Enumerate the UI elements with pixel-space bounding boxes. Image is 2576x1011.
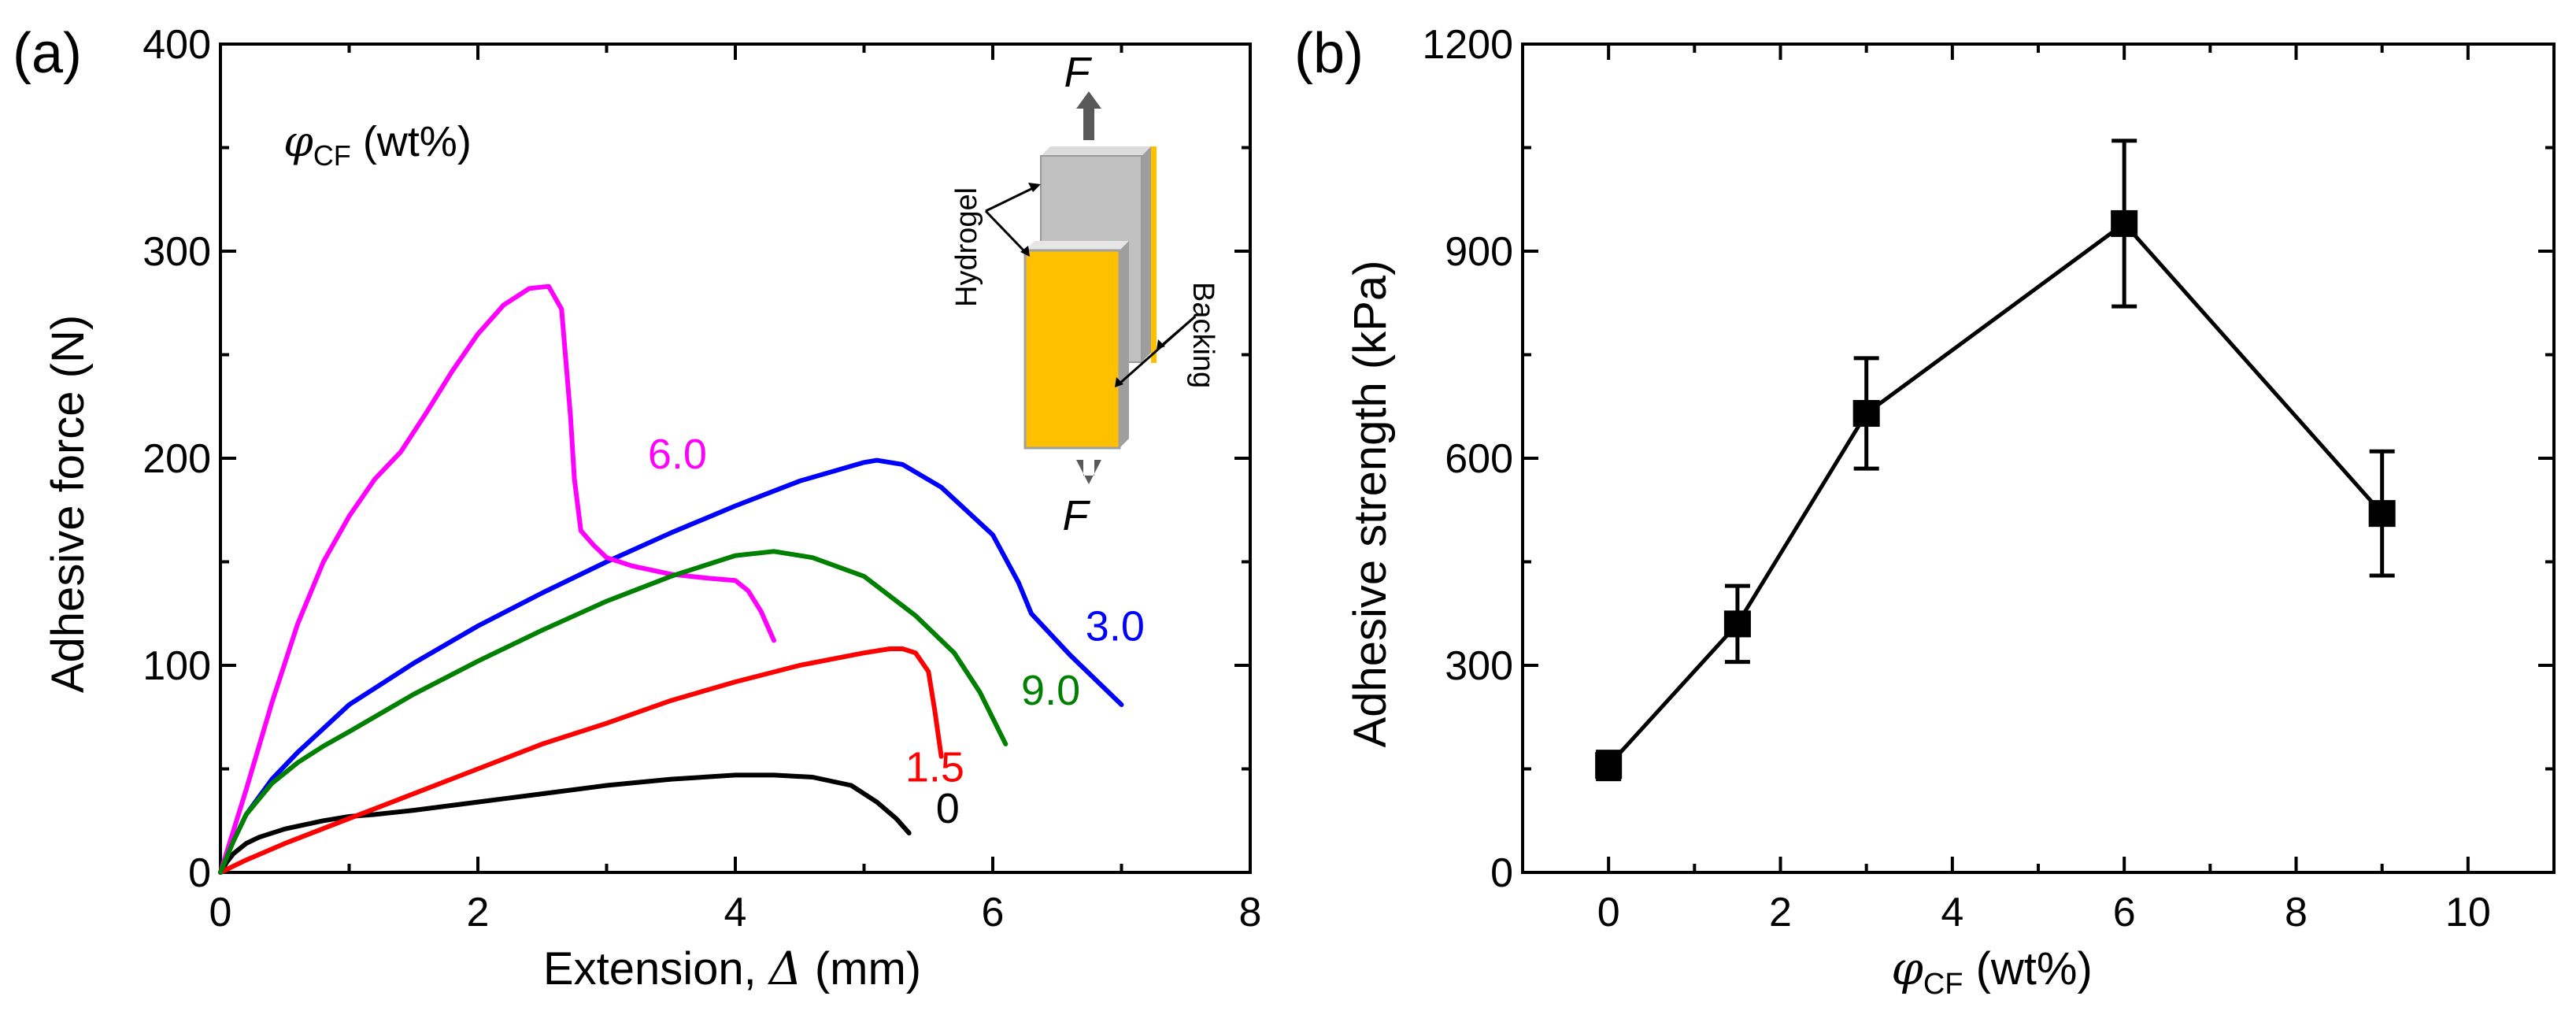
curve-6-0 xyxy=(218,283,776,875)
panel-b-axes: 0 2 4 6 8 10 0 300 600 900 1200 xyxy=(1422,22,2556,935)
data-point-marker xyxy=(1852,400,1880,428)
data-point-marker xyxy=(2111,209,2138,237)
force-label-top: F xyxy=(1064,49,1093,96)
panel-a-x-axis-title: Extension, Δ (mm) xyxy=(543,942,921,995)
curve-3-0 xyxy=(218,457,1124,875)
hydrogel-label: Hydrogel xyxy=(950,187,983,307)
panel-a-y-tick-label: 300 xyxy=(142,229,211,275)
panel-b-y-tick-label: 1200 xyxy=(1422,22,1513,68)
panel-a-legend-title: φCF (wt%) xyxy=(283,117,472,172)
data-point-marker xyxy=(1595,752,1623,780)
panel-b-x-tick-label: 0 xyxy=(1597,890,1620,935)
panel-b-x-tick-label: 10 xyxy=(2445,890,2491,935)
panel-a-y-tick-label: 200 xyxy=(142,436,211,482)
panel-a-x-tick-label: 4 xyxy=(724,890,747,935)
panel-a-y-axis-title: Adhesive force (N) xyxy=(43,315,94,693)
panel-b-x-tick-label: 2 xyxy=(1769,890,1792,935)
curve-label: 3.0 xyxy=(1086,602,1145,650)
force-arrow-down-icon xyxy=(1076,460,1101,484)
panel-a-x-tick-label: 6 xyxy=(982,890,1005,935)
panel-b-y-axis-title: Adhesive strength (kPa) xyxy=(1345,261,1396,748)
front-top-face xyxy=(1025,241,1129,250)
panel-a-curve-labels: 6.0 3.09.0 1.50 xyxy=(648,431,1145,832)
panel-a-curves xyxy=(218,283,1124,875)
panel-b: (b) 0 2 4 6 8 10 0 300 600 900 1200 φCF (wt%) Adhe… xyxy=(1294,22,2556,1001)
panel-b-x-tick-label: 4 xyxy=(1941,890,1963,935)
curve-label: 1.5 xyxy=(905,743,964,791)
panel-a-axes: 0 2 4 6 8 0 100 200 300 400 xyxy=(142,22,1261,935)
panel-b-y-tick-label: 900 xyxy=(1445,229,1513,275)
curve-label: 6.0 xyxy=(648,431,707,478)
hydrogel-side-face xyxy=(1142,146,1151,362)
panel-b-x-tick-label: 6 xyxy=(2113,890,2136,935)
inset-arrowheads xyxy=(1020,183,1165,387)
panel-b-label: (b) xyxy=(1294,22,1364,85)
strength-line xyxy=(1607,220,2384,767)
backing-strip-back xyxy=(1151,146,1157,363)
panel-a-x-tick-label: 0 xyxy=(209,890,232,935)
panel-a-y-tick-label: 400 xyxy=(142,22,211,68)
data-point-marker xyxy=(1723,610,1751,638)
data-point-marker xyxy=(2368,500,2396,528)
panel-a-x-tick-label: 2 xyxy=(467,890,490,935)
panel-b-series xyxy=(1595,139,2396,782)
inset-schematic: F F Hydrogel Backing xyxy=(950,49,1220,539)
curve-0 xyxy=(218,772,912,875)
curve-label: 9.0 xyxy=(1021,667,1080,714)
backing-front-block xyxy=(1023,249,1121,450)
curve-9-0 xyxy=(218,549,1009,875)
panel-b-x-axis-title: φCF (wt%) xyxy=(1891,942,2093,1001)
panel-b-y-tick-label: 0 xyxy=(1490,850,1513,896)
force-arrow-up-icon xyxy=(1076,91,1101,140)
front-side-face xyxy=(1120,241,1129,448)
panel-b-y-tick-label: 600 xyxy=(1445,436,1513,482)
panel-a-y-tick-label: 100 xyxy=(142,643,211,689)
panel-b-y-tick-label: 300 xyxy=(1445,643,1513,689)
panel-a-label: (a) xyxy=(13,22,82,85)
panel-b-x-tick-label: 8 xyxy=(2285,890,2308,935)
force-label-bottom: F xyxy=(1063,492,1091,539)
panel-a-y-tick-label: 0 xyxy=(188,850,211,896)
panel-b-plot-frame xyxy=(1521,43,2556,874)
inset-pointer-lines xyxy=(984,184,1196,386)
backing-label: Backing xyxy=(1186,282,1220,388)
curve-label: 0 xyxy=(936,785,960,832)
hydrogel-top-face xyxy=(1041,146,1151,156)
curve-1-5 xyxy=(218,646,944,875)
panel-a-x-tick-label: 8 xyxy=(1239,890,1262,935)
